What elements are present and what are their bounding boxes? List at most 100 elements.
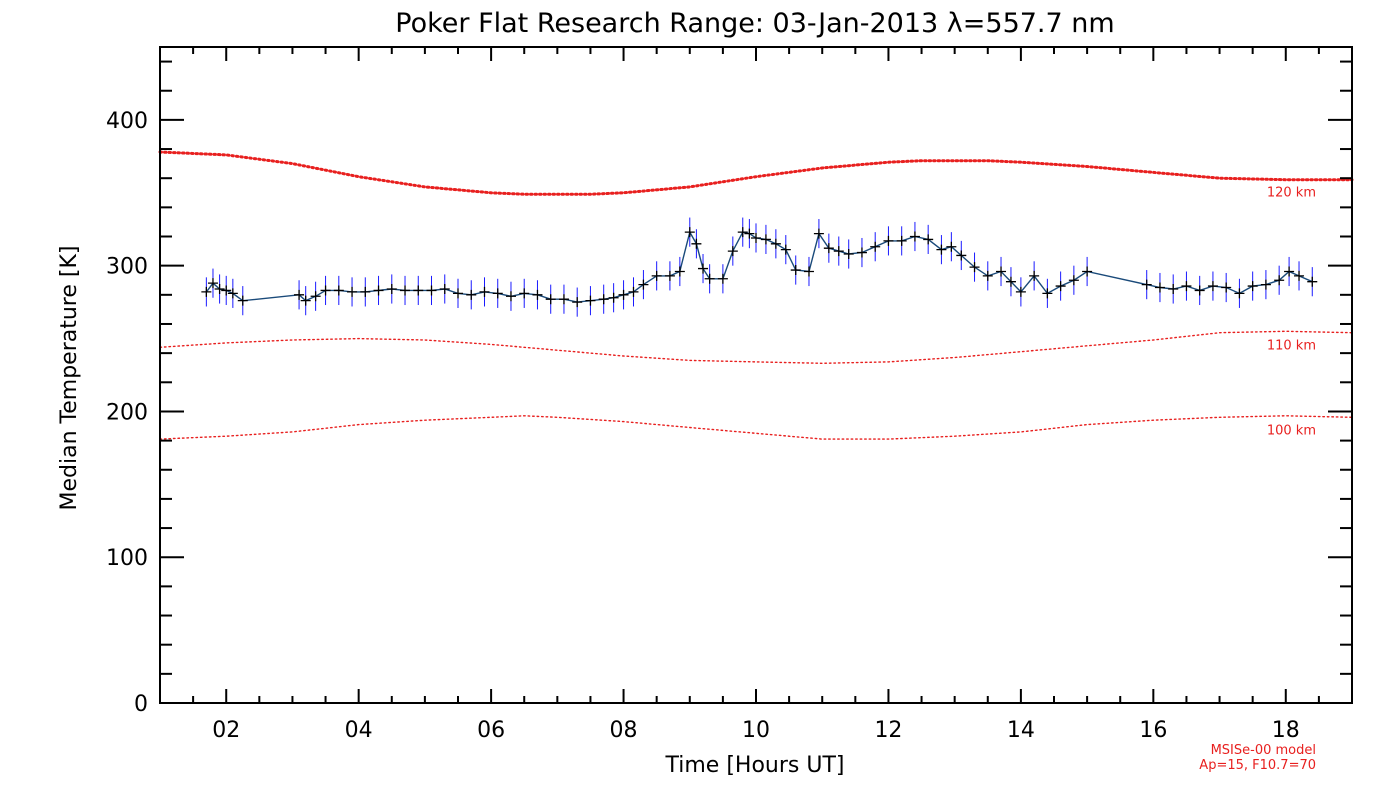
data-point [780,244,791,255]
data-point [833,246,844,257]
y-tick-label: 100 [106,546,148,571]
data-point [400,285,411,296]
data-point [572,297,583,308]
y-tick-label: 200 [106,400,148,425]
y-tick-label: 400 [106,109,148,134]
x-tick-label: 06 [477,718,505,743]
data-point [360,286,371,297]
data-point [744,228,755,239]
data-point [333,285,344,296]
data-series [201,217,1318,317]
x-tick-label: 02 [212,718,240,743]
data-point [664,270,675,281]
x-tick-label: 12 [874,718,902,743]
data-point [1181,281,1192,292]
y-tick-label: 300 [106,255,148,280]
data-point [1294,270,1305,281]
x-tick-label: 18 [1272,718,1300,743]
data-point [956,250,967,261]
data-point [1082,266,1093,277]
data-point [803,266,814,277]
data-point [638,279,649,290]
data-point [870,241,881,252]
data-point [1274,275,1285,286]
data-point [1247,281,1258,292]
data-point [936,244,947,255]
data-point [1194,285,1205,296]
data-point [618,289,629,300]
data-point [1221,282,1232,293]
x-tick-label: 14 [1007,718,1035,743]
chart-title: Poker Flat Research Range: 03-Jan-2013 λ… [395,8,1114,39]
data-point [946,241,957,252]
data-point [1284,266,1295,277]
data-point [823,243,834,254]
model-curve-label: 120 km [1267,186,1316,201]
data-point [770,238,781,249]
model-curve [159,330,1353,365]
data-point [1154,282,1165,293]
data-point [691,238,702,249]
data-point [923,234,934,245]
data-point [453,288,463,299]
plot-frame [159,46,1353,704]
data-point [883,235,894,246]
data-point [237,295,248,306]
model-note-line-1: MSISe-00 model [1211,743,1316,758]
data-point [751,232,761,243]
data-point [1168,283,1179,294]
data-point [479,286,490,297]
data-point [843,249,854,260]
data-point [585,295,596,306]
model-curve [159,415,1353,440]
model-note-line-2: Ap=15, F10.7=70 [1199,758,1316,773]
data-point [492,288,503,299]
data-point [532,289,543,300]
data-point [909,231,920,242]
data-point [201,286,212,297]
data-point [813,228,824,239]
data-point [1068,275,1079,286]
data-point [737,227,748,238]
x-axis-label: Time [Hours UT] [665,753,845,778]
data-point [969,262,980,273]
data-point [1015,286,1026,297]
data-point [698,263,709,274]
data-point [651,270,662,281]
x-tick-label: 04 [345,718,373,743]
data-point [704,273,715,284]
data-point [227,288,238,299]
data-point [505,291,516,302]
data-point [982,270,993,281]
data-point [519,288,530,299]
data-point [608,292,619,303]
data-point [466,289,477,300]
model-curve-label: 110 km [1267,339,1316,354]
data-point [1029,270,1040,281]
data-point [347,286,358,297]
data-point [294,289,305,300]
data-point [1307,276,1318,287]
x-tick-label: 10 [742,718,770,743]
data-point [856,247,867,258]
data-point [717,273,728,284]
data-point [628,286,639,297]
data-point [598,294,609,305]
data-point [426,285,437,296]
data-point [727,246,738,257]
model-curve-label: 100 km [1267,423,1316,438]
data-point [310,291,321,302]
data-point [221,285,232,296]
data-point [760,234,771,245]
axis-ticks [159,47,1353,704]
data-point [1260,279,1271,290]
data-point [1005,276,1016,287]
data-point [1207,281,1218,292]
data-point [214,283,225,294]
model-curve [158,150,1354,196]
data-point [684,227,695,238]
x-tick-label: 08 [610,718,638,743]
data-point [373,285,384,296]
data-point [207,278,218,289]
